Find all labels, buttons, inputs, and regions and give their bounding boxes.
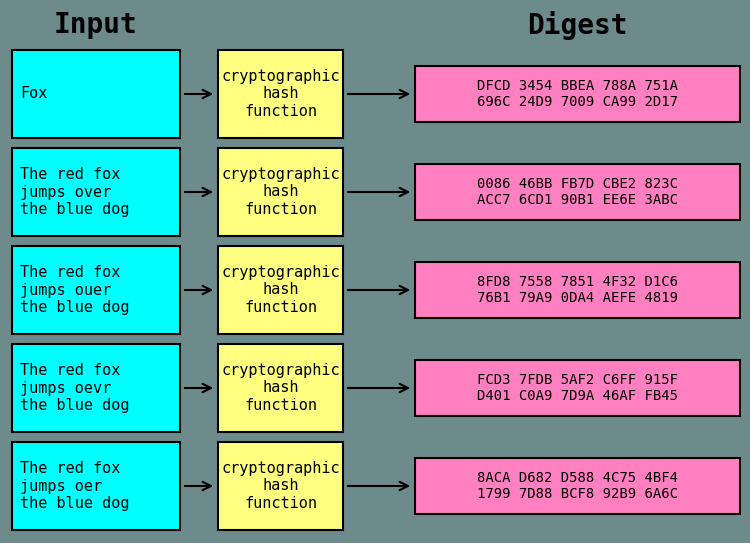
Text: cryptographic
hash
function: cryptographic hash function [221, 265, 340, 315]
Text: FCD3 7FDB 5AF2 C6FF 915F
D401 C0A9 7D9A 46AF FB45: FCD3 7FDB 5AF2 C6FF 915F D401 C0A9 7D9A … [477, 373, 678, 403]
Bar [12, 246, 180, 334]
Bar [415, 262, 740, 318]
Bar [12, 148, 180, 236]
Text: cryptographic
hash
function: cryptographic hash function [221, 167, 340, 217]
Text: The red fox
jumps oer
the blue dog: The red fox jumps oer the blue dog [20, 461, 130, 511]
Bar [218, 148, 343, 236]
Text: Fox: Fox [20, 86, 47, 102]
Text: cryptographic
hash
function: cryptographic hash function [221, 363, 340, 413]
Bar [415, 360, 740, 416]
Text: DFCD 3454 BBEA 788A 751A
696C 24D9 7009 CA99 2D17: DFCD 3454 BBEA 788A 751A 696C 24D9 7009 … [477, 79, 678, 109]
Bar [12, 442, 180, 530]
Bar [218, 442, 343, 530]
Text: Digest: Digest [527, 10, 628, 40]
Text: Input: Input [54, 11, 138, 39]
Text: 8ACA D682 D588 4C75 4BF4
1799 7D88 BCF8 92B9 6A6C: 8ACA D682 D588 4C75 4BF4 1799 7D88 BCF8 … [477, 471, 678, 501]
Bar [218, 246, 343, 334]
Bar [218, 344, 343, 432]
Text: 0086 46BB FB7D CBE2 823C
ACC7 6CD1 90B1 EE6E 3ABC: 0086 46BB FB7D CBE2 823C ACC7 6CD1 90B1 … [477, 177, 678, 207]
Text: 8FD8 7558 7851 4F32 D1C6
76B1 79A9 0DA4 AEFE 4819: 8FD8 7558 7851 4F32 D1C6 76B1 79A9 0DA4 … [477, 275, 678, 305]
Bar [12, 344, 180, 432]
Bar [12, 50, 180, 138]
Bar [415, 66, 740, 122]
Text: cryptographic
hash
function: cryptographic hash function [221, 461, 340, 511]
Text: The red fox
jumps oevr
the blue dog: The red fox jumps oevr the blue dog [20, 363, 130, 413]
Text: The red fox
jumps over
the blue dog: The red fox jumps over the blue dog [20, 167, 130, 217]
Bar [218, 50, 343, 138]
Bar [415, 164, 740, 220]
Bar [415, 458, 740, 514]
Text: The red fox
jumps ouer
the blue dog: The red fox jumps ouer the blue dog [20, 265, 130, 315]
Text: cryptographic
hash
function: cryptographic hash function [221, 69, 340, 119]
